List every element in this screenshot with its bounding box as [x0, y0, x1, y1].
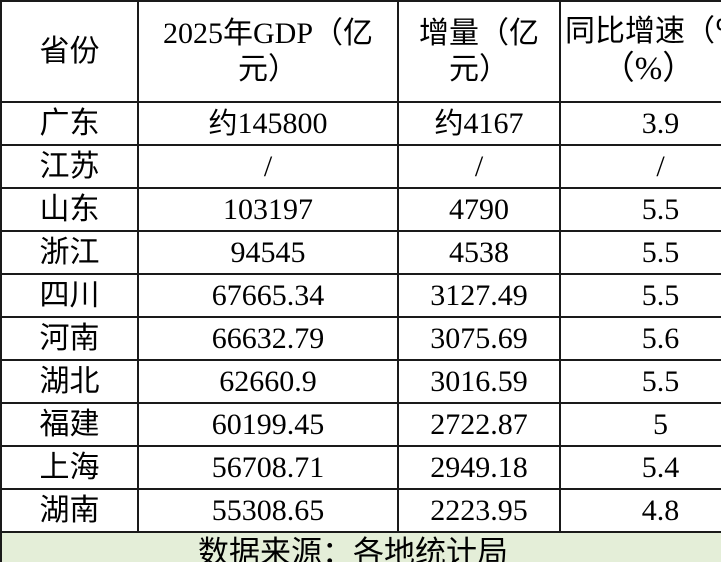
cell-delta: 约4167 — [397, 101, 561, 146]
column-header-gdp-line1: 2025年GDP（亿 — [162, 17, 373, 51]
cell-province: 广东 — [0, 101, 139, 146]
cell-delta: 3127.49 — [397, 273, 561, 318]
column-header-growth-line1: 同比增速（%） — [565, 14, 721, 50]
cell-province: 浙江 — [0, 230, 139, 275]
cell-growth: 3.9 — [559, 101, 721, 146]
cell-delta: 3075.69 — [397, 316, 561, 361]
table-row: 四川 67665.34 3127.49 5.5 — [0, 273, 721, 318]
cell-growth: 5.5 — [559, 187, 721, 232]
cell-growth: 5.4 — [559, 445, 721, 490]
cell-gdp: 94545 — [137, 230, 399, 275]
table-footer-row: 数据来源：各地统计局 — [0, 531, 721, 562]
column-header-growth: 同比增速（%） （%） — [559, 0, 721, 103]
column-header-gdp-line2: 元） — [238, 52, 298, 86]
cell-growth: 5.5 — [559, 273, 721, 318]
cell-growth: 5.5 — [559, 359, 721, 404]
column-header-delta-line2: 元） — [449, 51, 509, 87]
table-body: 广东 约145800 约4167 3.9 江苏 / / / 山东 103197 4790 5.5 浙江 9… — [0, 101, 721, 562]
column-header-delta: 增量（亿 元） — [397, 0, 561, 103]
table-row: 湖南 55308.65 2223.95 4.8 — [0, 488, 721, 533]
column-header-delta-line1: 增量（亿 — [419, 16, 539, 52]
cell-delta: 3016.59 — [397, 359, 561, 404]
approx-prefix: 约 — [208, 105, 238, 140]
cell-delta: 4538 — [397, 230, 561, 275]
table-row: 江苏 / / / — [0, 144, 721, 189]
cell-gdp: 56708.71 — [137, 445, 399, 490]
cell-province: 福建 — [0, 402, 139, 447]
approx-prefix: 约 — [434, 105, 464, 140]
cell-delta: 2722.87 — [397, 402, 561, 447]
cell-growth: 4.8 — [559, 488, 721, 533]
table-row: 湖北 62660.9 3016.59 5.5 — [0, 359, 721, 404]
cell-gdp: 62660.9 — [137, 359, 399, 404]
cell-growth: 5.5 — [559, 230, 721, 275]
cell-province: 湖北 — [0, 359, 139, 404]
cell-province: 上海 — [0, 445, 139, 490]
cell-growth: 5 — [559, 402, 721, 447]
table-row: 浙江 94545 4538 5.5 — [0, 230, 721, 275]
cell-province: 山东 — [0, 187, 139, 232]
cell-gdp: 67665.34 — [137, 273, 399, 318]
cell-gdp: 60199.45 — [137, 402, 399, 447]
table-row: 河南 66632.79 3075.69 5.6 — [0, 316, 721, 361]
table-header: 省份 2025年GDP（亿 元） 增量（亿 元） 同比增速（%） （%） — [0, 0, 721, 103]
table-row: 山东 103197 4790 5.5 — [0, 187, 721, 232]
cell-growth: 5.6 — [559, 316, 721, 361]
cell-gdp: 55308.65 — [137, 488, 399, 533]
column-header-growth-line2: （%） — [601, 50, 696, 87]
table-header-row: 省份 2025年GDP（亿 元） 增量（亿 元） 同比增速（%） （%） — [0, 0, 721, 103]
column-header-province: 省份 — [0, 0, 139, 103]
cell-growth: / — [559, 144, 721, 189]
column-header-gdp: 2025年GDP（亿 元） — [137, 0, 399, 103]
cell-delta: 2949.18 — [397, 445, 561, 490]
data-source-note: 数据来源：各地统计局 — [0, 531, 721, 562]
table-row: 福建 60199.45 2722.87 5 — [0, 402, 721, 447]
cell-gdp: 66632.79 — [137, 316, 399, 361]
table-row: 上海 56708.71 2949.18 5.4 — [0, 445, 721, 490]
cell-gdp: 约145800 — [137, 101, 399, 146]
cell-province: 四川 — [0, 273, 139, 318]
cell-gdp: 103197 — [137, 187, 399, 232]
table-row: 广东 约145800 约4167 3.9 — [0, 101, 721, 146]
cell-gdp: / — [137, 144, 399, 189]
cell-province: 江苏 — [0, 144, 139, 189]
cell-delta: / — [397, 144, 561, 189]
cell-delta: 4790 — [397, 187, 561, 232]
cell-province: 湖南 — [0, 488, 139, 533]
cell-delta: 2223.95 — [397, 488, 561, 533]
cell-province: 河南 — [0, 316, 139, 361]
